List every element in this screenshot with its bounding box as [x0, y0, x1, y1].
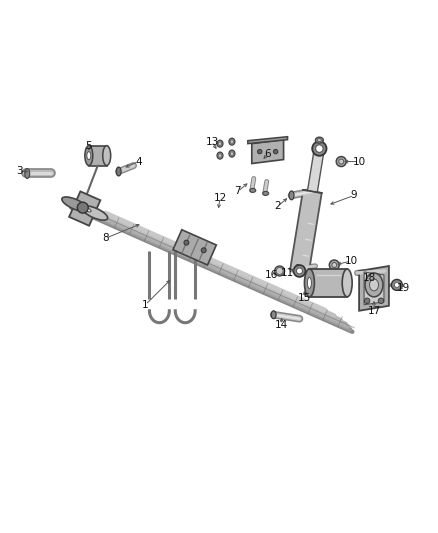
Ellipse shape [230, 140, 233, 143]
Polygon shape [173, 230, 216, 265]
Ellipse shape [315, 137, 323, 143]
Circle shape [276, 268, 283, 274]
Ellipse shape [62, 197, 88, 211]
Polygon shape [309, 269, 347, 297]
Text: 15: 15 [298, 293, 311, 303]
Circle shape [77, 202, 88, 213]
Circle shape [293, 265, 305, 277]
Ellipse shape [296, 264, 300, 271]
Text: 18: 18 [362, 273, 376, 283]
Text: 11: 11 [281, 268, 294, 278]
Circle shape [273, 149, 278, 154]
Ellipse shape [25, 168, 30, 179]
Ellipse shape [342, 269, 352, 297]
Circle shape [184, 240, 189, 245]
Ellipse shape [116, 167, 121, 176]
Polygon shape [89, 146, 107, 166]
Text: 5: 5 [85, 141, 92, 151]
Ellipse shape [82, 206, 108, 220]
Circle shape [316, 145, 323, 152]
Circle shape [364, 298, 370, 304]
Ellipse shape [217, 140, 223, 147]
Text: 10: 10 [345, 256, 358, 266]
Ellipse shape [329, 260, 339, 270]
Text: 3: 3 [16, 166, 23, 176]
Ellipse shape [217, 152, 223, 159]
Text: 4: 4 [135, 157, 142, 166]
Ellipse shape [263, 191, 268, 196]
Ellipse shape [230, 152, 233, 155]
Text: 6: 6 [265, 149, 271, 159]
Polygon shape [248, 136, 288, 144]
Polygon shape [359, 266, 389, 311]
Ellipse shape [219, 154, 222, 157]
Ellipse shape [336, 157, 346, 166]
Ellipse shape [365, 273, 383, 297]
Text: 12: 12 [213, 193, 226, 204]
Text: 9: 9 [351, 190, 357, 200]
Ellipse shape [332, 263, 337, 268]
Polygon shape [252, 140, 283, 164]
Ellipse shape [318, 139, 321, 142]
Text: 19: 19 [397, 283, 410, 293]
Ellipse shape [370, 279, 378, 291]
Circle shape [258, 149, 262, 154]
Text: 17: 17 [367, 306, 381, 316]
Circle shape [297, 268, 303, 274]
Ellipse shape [87, 151, 91, 159]
Ellipse shape [85, 146, 93, 166]
Circle shape [394, 282, 399, 287]
Ellipse shape [339, 159, 344, 164]
Circle shape [392, 279, 403, 290]
Circle shape [312, 141, 326, 156]
Ellipse shape [289, 191, 294, 200]
Ellipse shape [78, 205, 91, 212]
Polygon shape [307, 148, 324, 192]
Circle shape [201, 248, 206, 253]
Ellipse shape [229, 150, 235, 157]
Text: 1: 1 [142, 300, 149, 310]
Text: 2: 2 [274, 201, 281, 211]
Polygon shape [290, 190, 322, 272]
Text: 7: 7 [235, 187, 241, 196]
Ellipse shape [275, 266, 285, 276]
Text: 10: 10 [353, 157, 366, 166]
Circle shape [378, 298, 384, 304]
Text: 13: 13 [205, 136, 219, 147]
Text: 8: 8 [102, 233, 109, 243]
Polygon shape [364, 272, 384, 305]
Polygon shape [69, 191, 100, 225]
Ellipse shape [103, 146, 111, 166]
Ellipse shape [304, 269, 314, 297]
Text: 14: 14 [275, 320, 288, 330]
Ellipse shape [250, 188, 256, 192]
Ellipse shape [219, 142, 222, 146]
Ellipse shape [229, 138, 235, 145]
Ellipse shape [307, 277, 311, 288]
Text: 16: 16 [265, 270, 278, 280]
Ellipse shape [271, 311, 276, 319]
